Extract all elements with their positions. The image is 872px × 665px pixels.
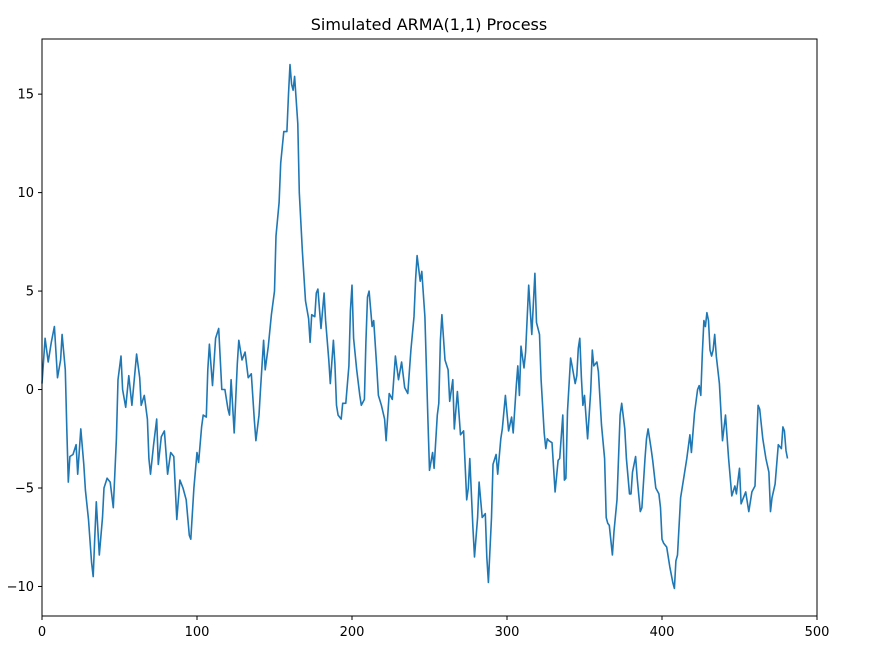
plot-frame bbox=[41, 38, 818, 617]
series-line bbox=[41, 63, 789, 590]
plot-lines bbox=[41, 63, 789, 590]
x-tick-label: 500 bbox=[805, 625, 830, 640]
y-axis: −10 −5 0 5 10 15 bbox=[7, 88, 42, 595]
y-tick-label: −5 bbox=[15, 481, 34, 496]
y-tick-label: 15 bbox=[17, 88, 34, 103]
x-tick-label: 400 bbox=[650, 625, 675, 640]
y-tick-label: 5 bbox=[26, 285, 34, 300]
y-tick-label: 0 bbox=[26, 383, 34, 398]
x-tick-label: 200 bbox=[340, 625, 365, 640]
chart-title: Simulated ARMA(1,1) Process bbox=[311, 15, 547, 34]
x-tick-label: 100 bbox=[185, 625, 210, 640]
x-tick-label: 300 bbox=[495, 625, 520, 640]
x-axis: 0 100 200 300 400 500 bbox=[38, 616, 830, 640]
x-tick-label: 0 bbox=[38, 625, 46, 640]
y-tick-label: −10 bbox=[7, 580, 34, 595]
y-tick-label: 10 bbox=[17, 186, 34, 201]
